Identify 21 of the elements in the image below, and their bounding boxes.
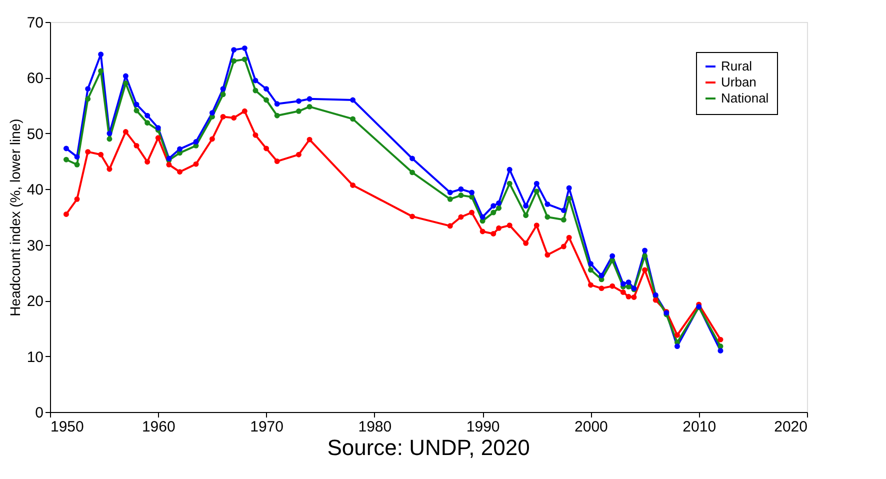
x-tick-label: 1960 — [142, 418, 176, 436]
x-tick-label: 1990 — [466, 418, 500, 436]
y-tick-label: 0 — [35, 404, 44, 422]
x-tick-label: 2020 — [774, 418, 808, 436]
x-tick-label: 1950 — [50, 418, 84, 436]
y-tick-label: 20 — [26, 293, 44, 310]
x-tick-label: 1970 — [250, 418, 284, 436]
x-tick-label: 2010 — [682, 418, 716, 436]
legend-label: Rural — [721, 58, 752, 74]
y-tick-label: 60 — [26, 70, 44, 88]
y-axis-title: Headcount index (%, lower line) — [6, 118, 23, 316]
legend-label: Urban — [721, 74, 756, 90]
y-tick-label: 70 — [26, 14, 44, 32]
y-tick-label: 10 — [26, 348, 44, 366]
x-tick-label: 1980 — [358, 418, 392, 436]
y-tick-label: 40 — [26, 182, 44, 199]
legend-label: National — [721, 90, 769, 106]
x-tick-label: 2000 — [574, 418, 608, 436]
source-note: Source: UNDP, 2020 — [327, 435, 530, 460]
y-tick-label: 50 — [26, 126, 44, 143]
y-tick-label: 30 — [26, 237, 44, 254]
